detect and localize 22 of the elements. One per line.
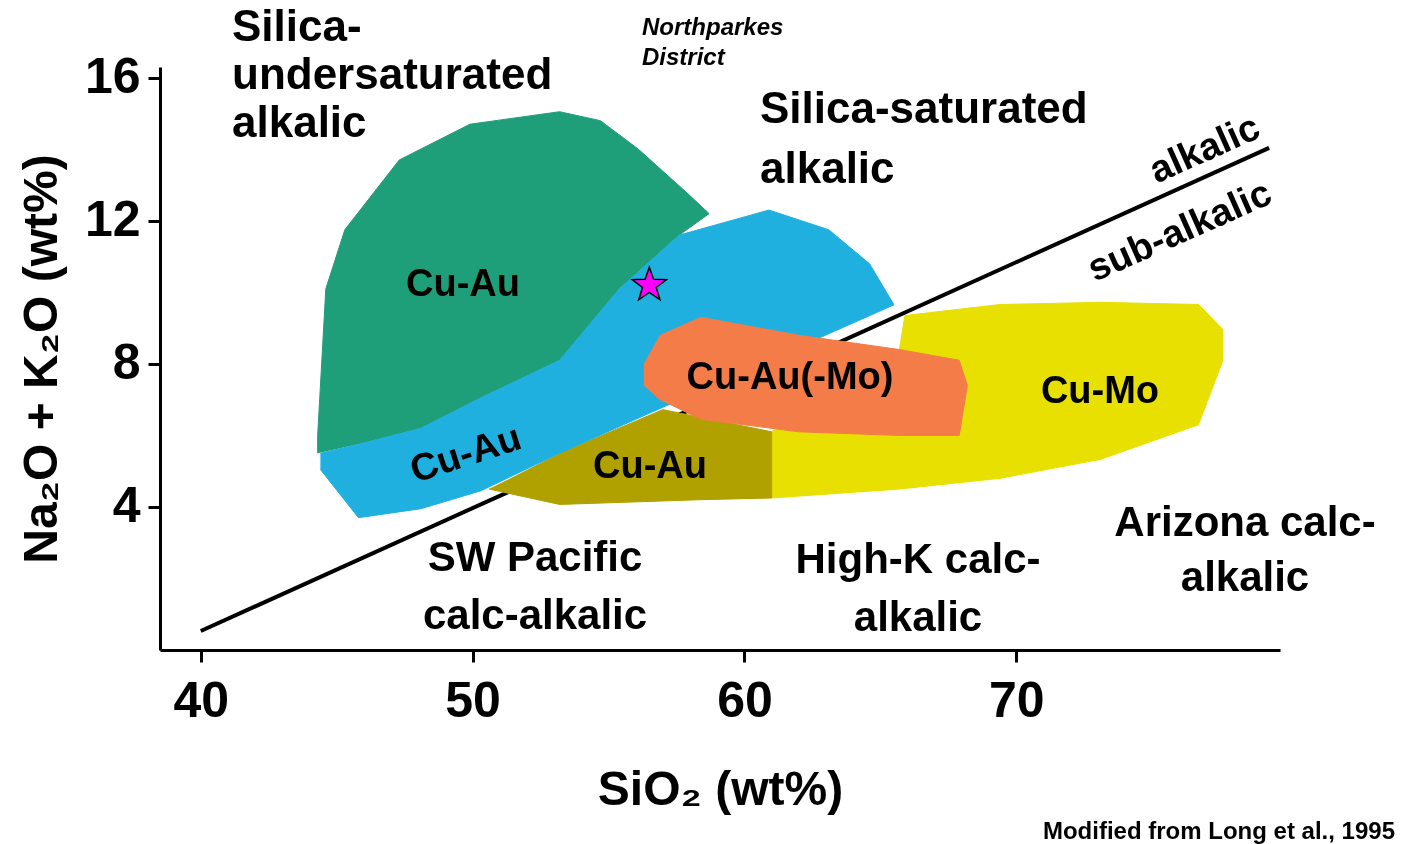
y-tick-label: 4 [112,477,141,534]
annotation: Cu-Au(-Mo) [686,355,894,397]
x-tick-label: 70 [989,671,1045,728]
annotation: Cu-Au [593,444,707,486]
annotation: SW Pacific calc-alkalic [422,533,648,638]
y-axis-title: Na₂O + K₂O (wt%) [13,154,67,564]
x-tick-label: 60 [717,671,773,728]
annotation: Silica- undersaturated alkalic [232,1,553,146]
x-axis-title: SiO₂ (wt%) [597,761,844,815]
x-tick-label: 40 [173,671,230,728]
annotation: Cu-Au [406,262,520,304]
annotation: Silica-saturated alkalic [760,83,1088,192]
x-tick-label: 50 [445,671,501,728]
annotation: Cu-Mo [1040,369,1160,411]
text: Modified from Long et al., 1995 [1042,817,1395,844]
annotation: Cu-Au [404,415,527,491]
annotation: Arizona calc- alkalic [1114,498,1376,600]
annotation: Northparkes District [642,13,784,70]
annotation: High-K calc- alkalic [795,535,1041,640]
y-tick-label: 12 [84,191,141,248]
y-tick-label: 16 [84,48,141,105]
y-tick-label: 8 [112,334,141,391]
